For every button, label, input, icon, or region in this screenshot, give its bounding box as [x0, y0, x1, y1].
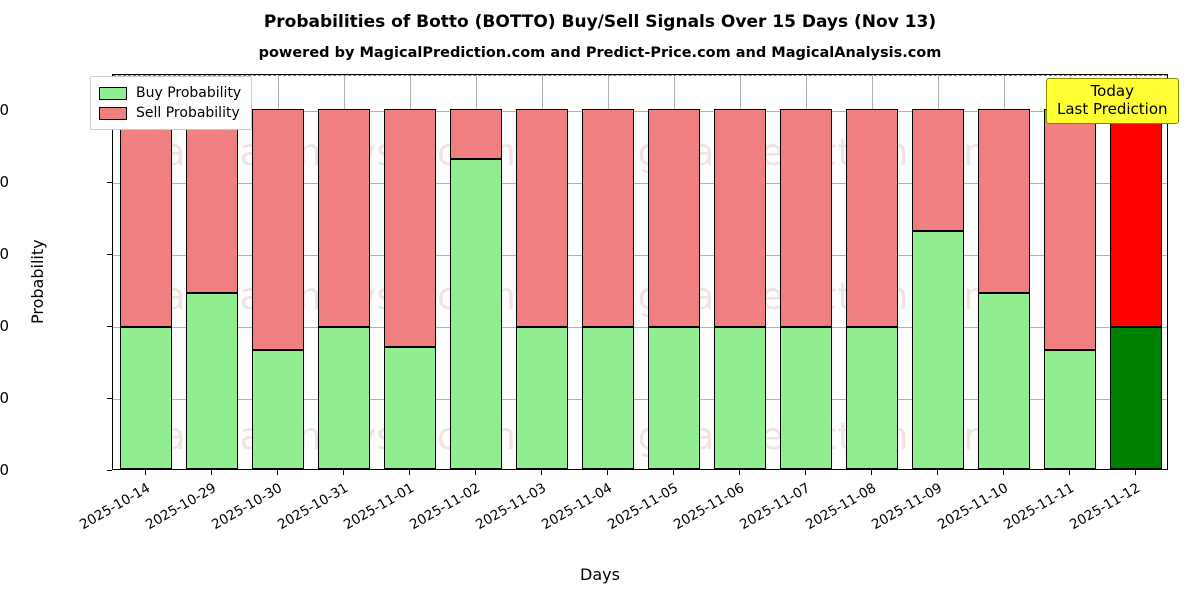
bar-segment-sell[interactable]: [251, 109, 305, 351]
x-axis-tick-mark: [739, 470, 740, 475]
bar-segment-buy[interactable]: [647, 326, 701, 469]
bar-segment-sell[interactable]: [845, 109, 899, 327]
bar-segment-buy[interactable]: [185, 292, 239, 469]
gridline-horizontal: [113, 255, 1167, 256]
chart-title: Probabilities of Botto (BOTTO) Buy/Sell …: [263, 12, 937, 32]
today-label-line1: Today: [1090, 82, 1134, 100]
legend-swatch-sell: [99, 106, 127, 120]
x-axis-tick-mark: [475, 470, 476, 475]
x-axis-tick-mark: [211, 470, 212, 475]
x-axis-tick-mark: [541, 470, 542, 475]
bar-group[interactable]: [779, 75, 833, 469]
bar-group[interactable]: [581, 75, 635, 469]
x-axis-tick-mark: [607, 470, 608, 475]
x-axis-tick-mark: [805, 470, 806, 475]
x-axis-tick-mark: [145, 470, 146, 475]
x-axis-label: Days: [580, 565, 620, 584]
bar-segment-sell[interactable]: [647, 109, 701, 327]
y-axis-tick-label: 100: [0, 101, 9, 119]
bar-segment-buy[interactable]: [515, 326, 569, 469]
bar-segment-sell[interactable]: [383, 109, 437, 347]
today-label-line2: Last Prediction: [1057, 99, 1168, 118]
bar-segment-buy[interactable]: [581, 326, 635, 469]
bar-group[interactable]: [647, 75, 701, 469]
bar-group[interactable]: [845, 75, 899, 469]
x-axis-tick-mark: [1003, 470, 1004, 475]
x-axis-tick-mark: [409, 470, 410, 475]
bar-segment-buy[interactable]: [119, 326, 173, 469]
bar-segment-sell[interactable]: [515, 109, 569, 327]
today-annotation: Today Last Prediction: [1046, 78, 1179, 125]
y-axis-tick-label: 80: [0, 173, 9, 191]
bar-group[interactable]: [251, 75, 305, 469]
bar-group[interactable]: [977, 75, 1031, 469]
chart-subtitle: powered by MagicalPrediction.com and Pre…: [258, 45, 942, 61]
legend-label: Buy Probability: [136, 85, 242, 101]
x-axis-tick-mark: [1069, 470, 1070, 475]
bar-group[interactable]: [119, 75, 173, 469]
x-axis-tick-mark: [1135, 470, 1136, 475]
bar-segment-sell[interactable]: [1109, 109, 1163, 327]
bar-segment-sell[interactable]: [713, 109, 767, 327]
bar-segment-buy[interactable]: [251, 350, 305, 469]
bar-segment-buy[interactable]: [1043, 350, 1097, 469]
x-axis-tick-mark: [871, 470, 872, 475]
legend-swatch-buy: [99, 86, 127, 100]
bar-segment-sell[interactable]: [449, 109, 503, 160]
y-axis-tick-mark: [107, 254, 112, 255]
y-axis-tick-label: 20: [0, 389, 9, 407]
bar-segment-sell[interactable]: [317, 109, 371, 327]
y-axis-tick-mark: [107, 182, 112, 183]
bar-segment-buy[interactable]: [845, 326, 899, 469]
bar-group[interactable]: [449, 75, 503, 469]
bar-group[interactable]: [317, 75, 371, 469]
bar-segment-sell[interactable]: [1043, 109, 1097, 351]
y-axis-tick-label: 0: [0, 461, 9, 479]
gridline-horizontal: [113, 111, 1167, 112]
gridline-horizontal: [113, 183, 1167, 184]
bar-segment-sell[interactable]: [119, 109, 173, 327]
y-axis-tick-label: 60: [0, 245, 9, 263]
x-axis-tick-mark: [343, 470, 344, 475]
bar-segment-buy[interactable]: [977, 292, 1031, 469]
x-axis-tick-mark: [937, 470, 938, 475]
bar-group[interactable]: [1043, 75, 1097, 469]
bar-segment-buy[interactable]: [911, 231, 965, 469]
bar-segment-buy[interactable]: [317, 326, 371, 469]
legend-item: Buy Probability: [99, 83, 241, 103]
bar-segment-sell[interactable]: [977, 109, 1031, 293]
legend-label: Sell Probability: [136, 105, 240, 121]
bar-segment-buy[interactable]: [449, 159, 503, 469]
y-axis-label: Probability: [28, 239, 47, 324]
bar-group[interactable]: [515, 75, 569, 469]
y-axis-tick-label: 40: [0, 317, 9, 335]
plot-area: MagicalAnalysis.comMagicalPrediction.com…: [112, 74, 1168, 470]
bar-segment-buy[interactable]: [779, 326, 833, 469]
bar-group[interactable]: [185, 75, 239, 469]
bar-segment-sell[interactable]: [185, 109, 239, 293]
gridline-horizontal: [113, 327, 1167, 328]
bar-segment-buy[interactable]: [1109, 326, 1163, 469]
bar-segment-buy[interactable]: [383, 346, 437, 469]
y-axis-tick-mark: [107, 398, 112, 399]
y-axis-tick-mark: [107, 326, 112, 327]
bar-segment-buy[interactable]: [713, 326, 767, 469]
bar-segment-sell[interactable]: [779, 109, 833, 327]
y-axis-tick-mark: [107, 470, 112, 471]
x-axis-tick-mark: [673, 470, 674, 475]
gridline-horizontal: [113, 399, 1167, 400]
x-axis-tick-mark: [277, 470, 278, 475]
bar-group[interactable]: [1109, 75, 1163, 469]
bar-segment-sell[interactable]: [911, 109, 965, 232]
bar-group[interactable]: [911, 75, 965, 469]
bar-segment-sell[interactable]: [581, 109, 635, 327]
legend-item: Sell Probability: [99, 103, 241, 123]
threshold-line: [113, 75, 1167, 76]
chart-legend: Buy Probability Sell Probability: [90, 76, 253, 130]
bar-group[interactable]: [713, 75, 767, 469]
bar-group[interactable]: [383, 75, 437, 469]
